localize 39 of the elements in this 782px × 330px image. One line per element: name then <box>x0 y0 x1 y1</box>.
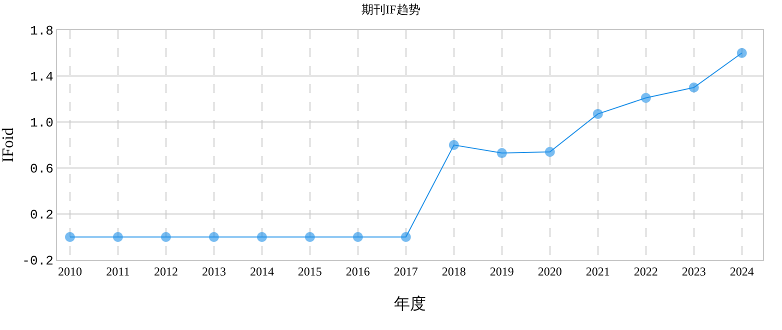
x-tick-label: 2017 <box>394 264 418 278</box>
point <box>640 92 651 103</box>
point <box>208 232 219 242</box>
point <box>256 232 267 242</box>
point <box>304 232 315 242</box>
point <box>400 232 411 242</box>
point <box>448 140 459 150</box>
x-tick-label: 2024 <box>730 264 754 278</box>
x-tick-label: 2023 <box>682 264 706 278</box>
y-tick-label: 1.0 <box>30 116 54 131</box>
x-tick-label: 2019 <box>490 264 514 278</box>
y-tick-label: 0.2 <box>30 208 54 223</box>
x-tick-label: 2013 <box>202 264 226 278</box>
y-axis-title: IFoid <box>0 128 17 162</box>
x-tick-label: 2015 <box>298 264 322 278</box>
x-tick-label: 2020 <box>538 264 562 278</box>
point <box>352 232 363 242</box>
point <box>544 146 555 157</box>
x-tick-label: 2021 <box>586 264 610 278</box>
point <box>592 108 603 119</box>
point <box>688 82 699 92</box>
x-tick-label: 2010 <box>58 264 82 278</box>
point <box>160 232 171 242</box>
point <box>64 232 75 242</box>
x-axis-title: 年度 <box>394 295 426 314</box>
y-tick-label: 0.6 <box>30 162 54 177</box>
y-tick-label: -0.2 <box>22 254 54 269</box>
x-tick-label: 2012 <box>154 264 178 278</box>
y-tick-label: 1.4 <box>30 70 54 85</box>
x-tick-label: 2014 <box>250 264 274 278</box>
point <box>112 232 123 242</box>
y-tick-label: 1.8 <box>30 24 54 39</box>
chart-title: 期刊IF趋势 <box>362 2 420 16</box>
x-tick-label: 2016 <box>346 264 370 278</box>
x-tick-label: 2018 <box>442 264 466 278</box>
x-tick-label: 2011 <box>106 264 130 278</box>
point <box>496 148 507 158</box>
x-tick-label: 2022 <box>634 264 658 278</box>
point <box>736 48 747 58</box>
